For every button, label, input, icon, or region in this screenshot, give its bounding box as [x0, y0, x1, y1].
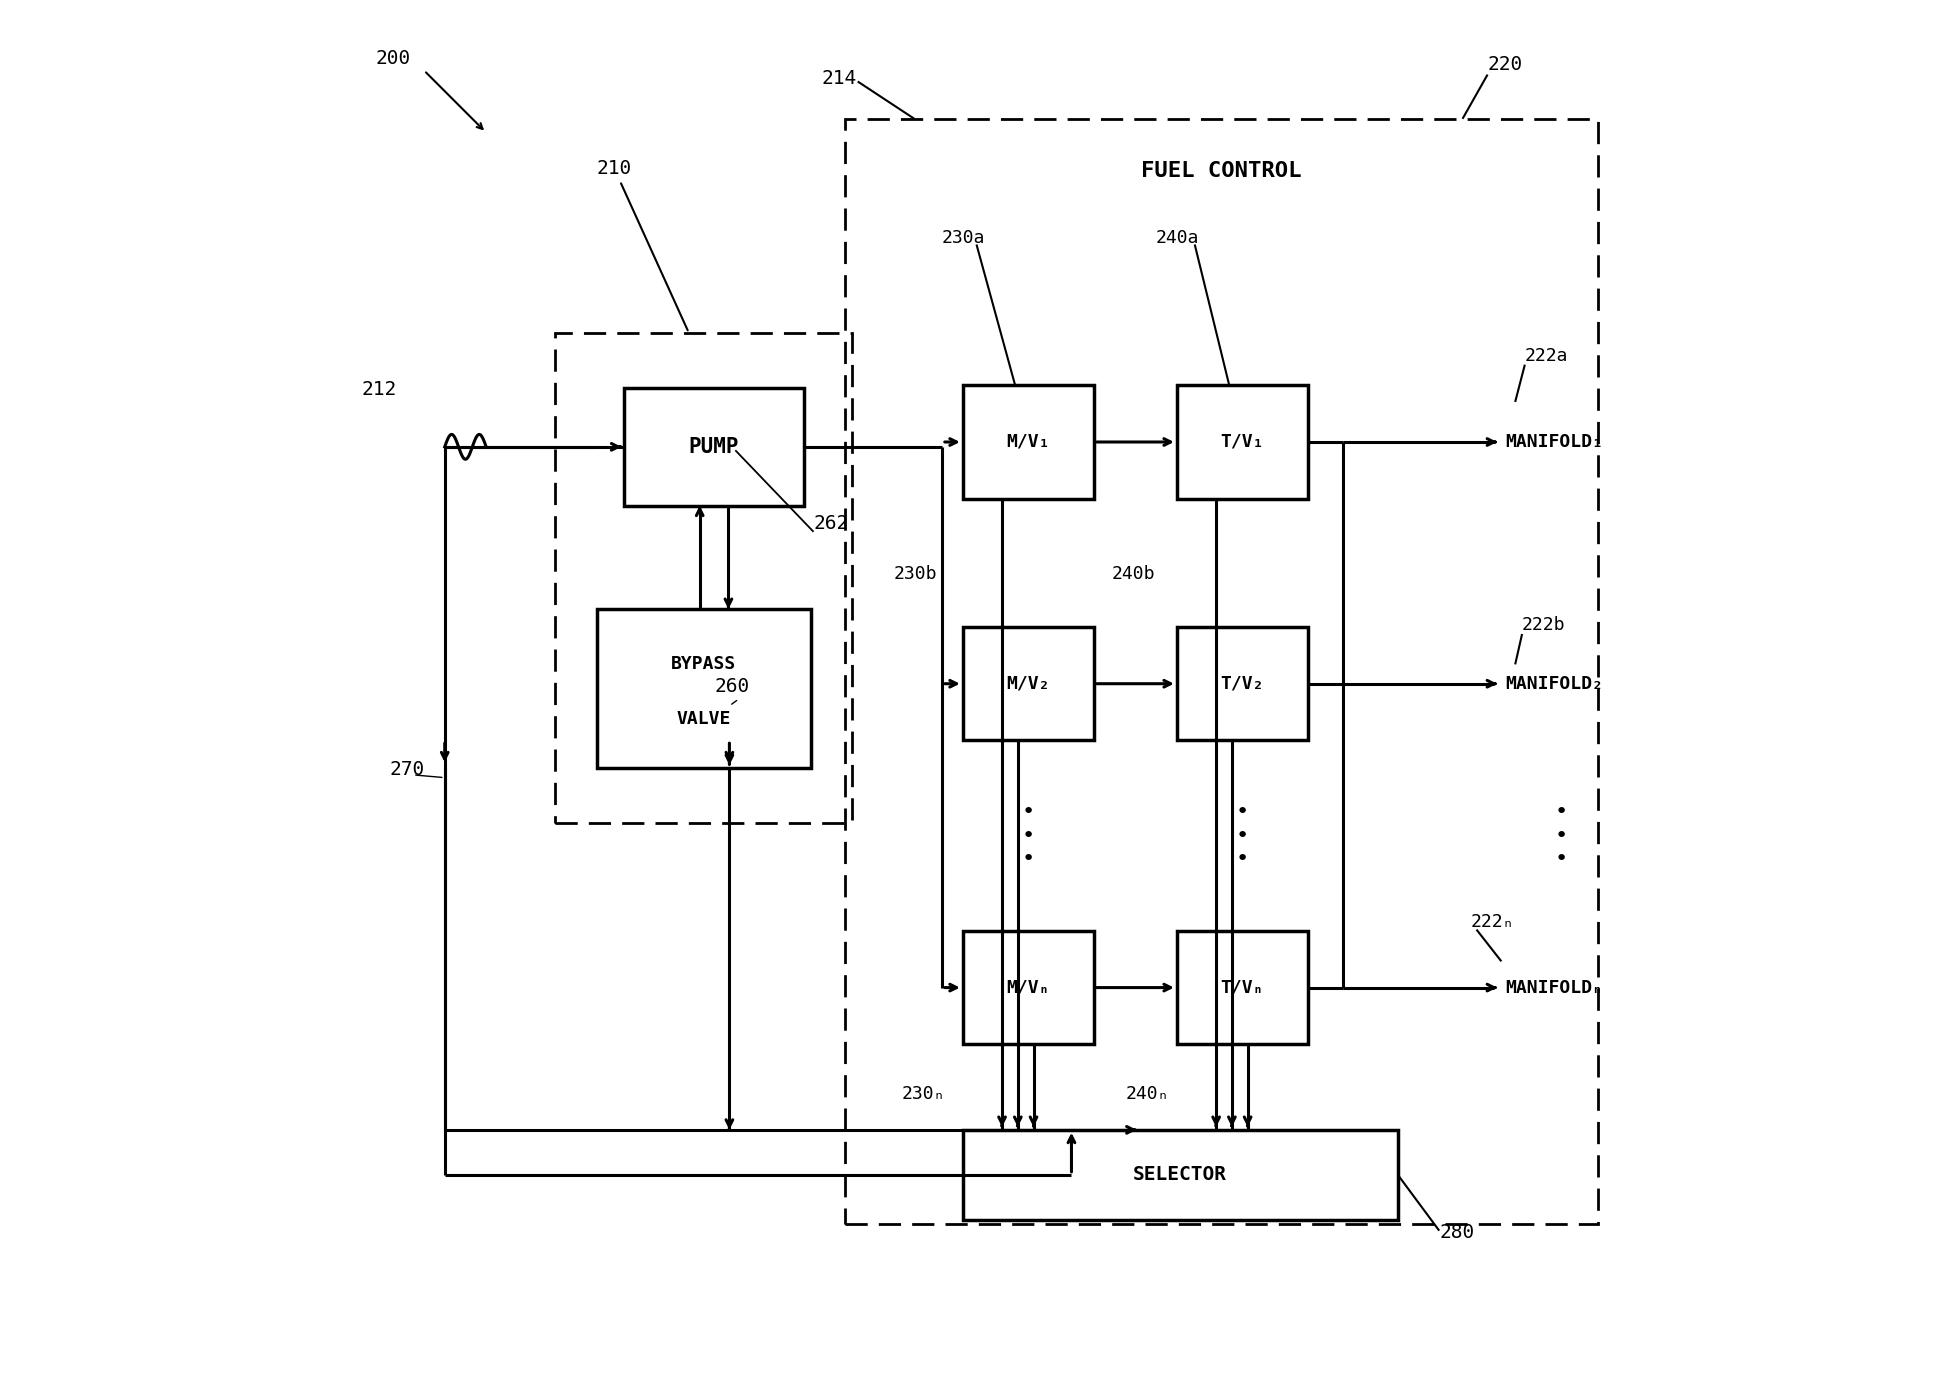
Text: MANIFOLD₂: MANIFOLD₂: [1506, 675, 1603, 693]
Bar: [598, 609, 810, 768]
Bar: [1178, 385, 1309, 498]
Bar: [1178, 931, 1309, 1044]
Text: 240a: 240a: [1156, 230, 1199, 248]
Text: 260: 260: [715, 677, 750, 696]
Text: 220: 220: [1488, 55, 1523, 75]
Text: 222a: 222a: [1525, 346, 1568, 364]
Text: T/Vₙ: T/Vₙ: [1221, 978, 1264, 996]
Text: 230b: 230b: [894, 565, 937, 583]
Text: MANIFOLDₙ: MANIFOLDₙ: [1506, 978, 1603, 996]
Text: 270: 270: [389, 760, 424, 779]
Bar: [846, 119, 1598, 1223]
Text: FUEL CONTROL: FUEL CONTROL: [1141, 162, 1303, 181]
Text: •
•
•: • • •: [1555, 803, 1568, 869]
Text: VALVE: VALVE: [676, 710, 730, 728]
Bar: [555, 334, 852, 823]
Text: 210: 210: [598, 159, 687, 331]
Text: MANIFOLD₁: MANIFOLD₁: [1506, 433, 1603, 451]
Text: 240b: 240b: [1111, 565, 1156, 583]
Text: 240ₙ: 240ₙ: [1125, 1085, 1170, 1103]
Text: •
•
•: • • •: [1236, 803, 1250, 869]
Text: 212: 212: [361, 381, 396, 399]
Text: 230ₙ: 230ₙ: [902, 1085, 945, 1103]
Bar: [963, 931, 1094, 1044]
Bar: [1178, 627, 1309, 740]
Bar: [625, 388, 805, 505]
Text: 200: 200: [375, 48, 410, 68]
Bar: [963, 627, 1094, 740]
Text: BYPASS: BYPASS: [672, 655, 736, 673]
Text: M/V₁: M/V₁: [1006, 433, 1051, 451]
Text: M/Vₙ: M/Vₙ: [1006, 978, 1051, 996]
Text: 280: 280: [1439, 1222, 1475, 1241]
Text: SELECTOR: SELECTOR: [1133, 1165, 1226, 1185]
Bar: [963, 385, 1094, 498]
Text: 222ₙ: 222ₙ: [1471, 913, 1514, 931]
Text: T/V₂: T/V₂: [1221, 675, 1264, 693]
Text: M/V₂: M/V₂: [1006, 675, 1051, 693]
Text: PUMP: PUMP: [689, 437, 740, 457]
Text: 222b: 222b: [1521, 616, 1566, 634]
Text: •
•
•: • • •: [1021, 803, 1035, 869]
Bar: [963, 1129, 1398, 1219]
Text: 262: 262: [814, 513, 850, 533]
Text: 230a: 230a: [941, 230, 986, 248]
Text: 214: 214: [822, 69, 857, 89]
Text: T/V₁: T/V₁: [1221, 433, 1264, 451]
